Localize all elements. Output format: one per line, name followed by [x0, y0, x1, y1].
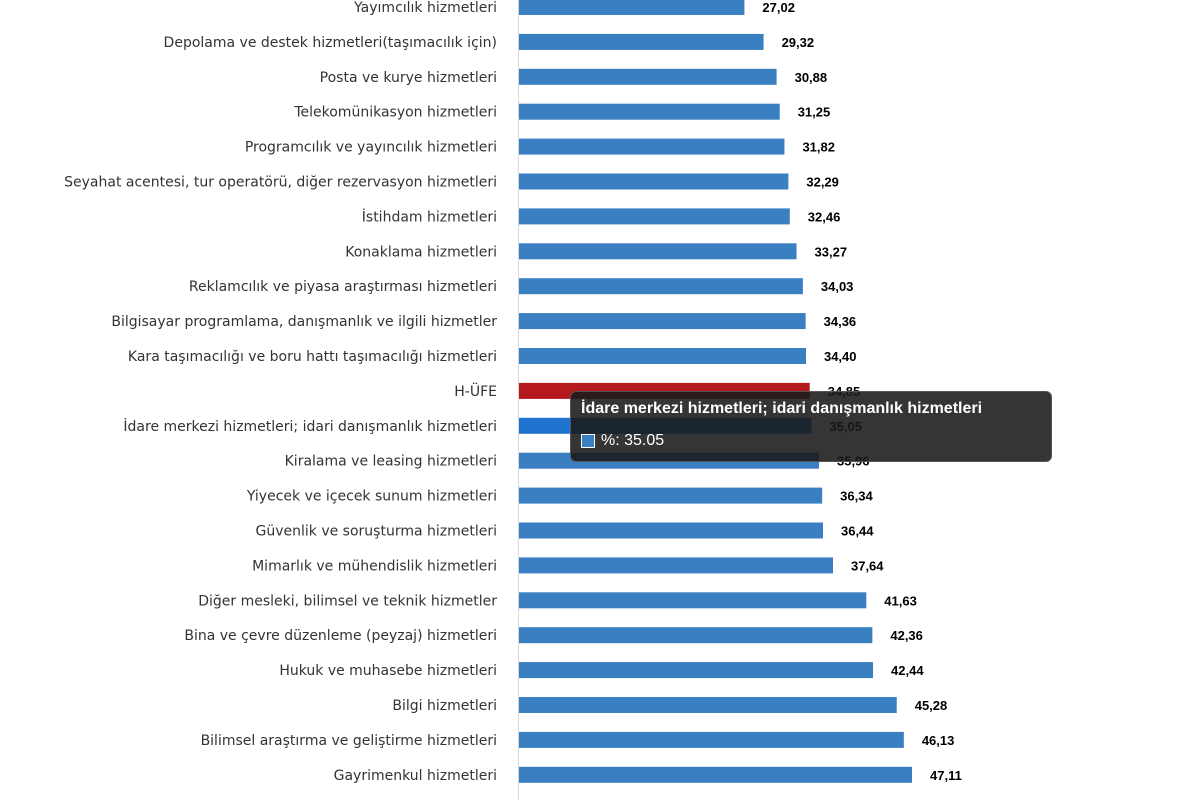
bar[interactable] — [519, 103, 780, 120]
tooltip-series-swatch — [581, 434, 595, 448]
category-label: Bilgi hizmetleri — [392, 698, 497, 714]
value-labels: 27,02 29,32 30,88 31,25 31,82 32,29 32,46 33,27… — [762, 0, 961, 783]
category-label: Güvenlik ve soruşturma hizmetleri — [256, 524, 498, 540]
value-label: 36,34 — [840, 489, 873, 504]
bar[interactable] — [519, 278, 803, 295]
bar[interactable] — [519, 766, 912, 783]
tooltip-row: %: 35.05 — [581, 432, 1041, 450]
bar[interactable] — [519, 557, 833, 574]
value-label: 34,36 — [824, 314, 857, 329]
chart-tooltip: İdare merkezi hizmetleri; idari danışman… — [570, 391, 1052, 462]
value-label: 37,64 — [851, 558, 884, 573]
value-label: 34,03 — [821, 279, 854, 294]
category-label: Bilimsel araştırma ve geliştirme hizmetl… — [201, 733, 497, 749]
bar[interactable] — [519, 243, 797, 260]
bar[interactable] — [519, 313, 806, 330]
category-label: Reklamcılık ve piyasa araştırması hizmet… — [189, 279, 497, 295]
category-label: Bilgisayar programlama, danışmanlık ve i… — [111, 314, 497, 330]
value-label: 33,27 — [815, 244, 848, 259]
category-label: Hukuk ve muhasebe hizmetleri — [279, 663, 497, 679]
category-label: İdare merkezi hizmetleri; idari danışman… — [123, 417, 497, 435]
category-labels: Yayımcılık hizmetleri Depolama ve destek … — [64, 0, 497, 784]
bar[interactable] — [519, 731, 904, 748]
category-label: Bina ve çevre düzenleme (peyzaj) hizmetl… — [184, 628, 497, 644]
value-label: 41,63 — [884, 593, 917, 608]
bar[interactable] — [519, 208, 790, 225]
bar[interactable] — [519, 522, 823, 539]
value-label: 34,40 — [824, 349, 857, 364]
bar[interactable] — [519, 33, 764, 50]
category-label: Depolama ve destek hizmetleri(taşımacılı… — [164, 35, 497, 51]
tooltip-value: %: 35.05 — [601, 432, 665, 449]
category-label: Posta ve kurye hizmetleri — [320, 70, 497, 86]
value-label: 32,29 — [806, 175, 839, 190]
category-label: H-ÜFE — [454, 382, 497, 400]
bar[interactable] — [519, 173, 789, 190]
bar[interactable] — [519, 697, 897, 713]
category-label: Mimarlık ve mühendislik hizmetleri — [252, 558, 497, 574]
category-label: İstihdam hizmetleri — [362, 207, 497, 225]
value-label: 46,13 — [922, 733, 955, 748]
category-label: Diğer mesleki, bilimsel ve teknik hizmet… — [198, 593, 497, 609]
value-label: 32,46 — [808, 209, 841, 224]
bar[interactable] — [519, 592, 867, 609]
tooltip-title: İdare merkezi hizmetleri; idari danışman… — [581, 400, 983, 417]
bar[interactable] — [519, 0, 745, 15]
category-label: Kara taşımacılığı ve boru hattı taşımacı… — [128, 349, 497, 365]
bar[interactable] — [519, 627, 873, 644]
value-label: 27,02 — [762, 0, 795, 15]
bar[interactable] — [519, 348, 806, 364]
value-label: 47,11 — [930, 768, 962, 783]
value-label: 45,28 — [915, 698, 948, 713]
category-label: Yiyecek ve içecek sunum hizmetleri — [246, 489, 497, 505]
value-label: 42,44 — [891, 663, 924, 678]
category-label: Seyahat acentesi, tur operatörü, diğer r… — [64, 175, 497, 191]
category-label: Kiralama ve leasing hizmetleri — [285, 454, 497, 470]
bar[interactable] — [519, 662, 874, 679]
value-label: 31,25 — [798, 105, 831, 120]
category-label: Programcılık ve yayıncılık hizmetleri — [245, 140, 497, 156]
value-label: 31,82 — [802, 140, 835, 155]
category-label: Konaklama hizmetleri — [345, 244, 497, 260]
bar[interactable] — [519, 487, 823, 504]
value-label: 36,44 — [841, 524, 874, 539]
category-label: Gayrimenkul hizmetleri — [334, 768, 497, 784]
value-label: 30,88 — [795, 70, 828, 85]
value-label: 42,36 — [890, 628, 923, 643]
bar[interactable] — [519, 138, 785, 155]
category-label: Telekomünikasyon hizmetleri — [293, 105, 497, 121]
value-label: 29,32 — [782, 35, 815, 50]
category-label: Yayımcılık hizmetleri — [353, 0, 497, 16]
bar[interactable] — [519, 68, 777, 85]
